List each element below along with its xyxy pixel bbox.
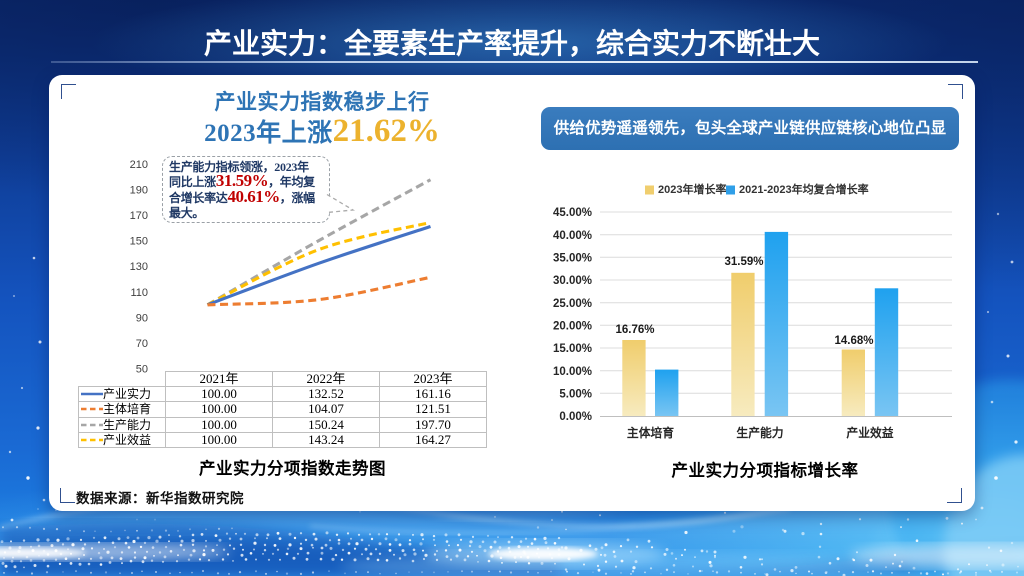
svg-text:45.00%: 45.00%: [553, 207, 592, 219]
svg-text:170: 170: [130, 210, 148, 222]
svg-text:150: 150: [130, 236, 148, 248]
svg-text:70: 70: [136, 338, 148, 350]
svg-text:40.00%: 40.00%: [553, 230, 592, 242]
svg-text:130: 130: [130, 261, 148, 273]
svg-text:14.68%: 14.68%: [834, 335, 873, 347]
svg-text:31.59%: 31.59%: [724, 256, 763, 268]
svg-text:主体培育: 主体培育: [627, 426, 674, 440]
svg-text:20.00%: 20.00%: [553, 321, 592, 333]
svg-text:0.00%: 0.00%: [559, 411, 592, 423]
svg-text:16.76%: 16.76%: [615, 324, 654, 336]
svg-text:产业效益: 产业效益: [846, 426, 893, 440]
svg-text:90: 90: [136, 312, 148, 324]
svg-text:生产能力: 生产能力: [736, 426, 783, 440]
svg-text:5.00%: 5.00%: [559, 389, 592, 401]
svg-text:10.00%: 10.00%: [553, 366, 592, 378]
svg-text:190: 190: [130, 184, 148, 196]
svg-text:2023年增长率: 2023年增长率: [658, 182, 726, 196]
svg-text:210: 210: [130, 159, 148, 171]
svg-text:15.00%: 15.00%: [553, 343, 592, 355]
svg-text:110: 110: [130, 287, 148, 299]
svg-text:2021-2023年均复合增长率: 2021-2023年均复合增长率: [739, 182, 869, 196]
svg-text:35.00%: 35.00%: [553, 253, 592, 265]
svg-text:30.00%: 30.00%: [553, 275, 592, 287]
svg-text:25.00%: 25.00%: [553, 298, 592, 310]
